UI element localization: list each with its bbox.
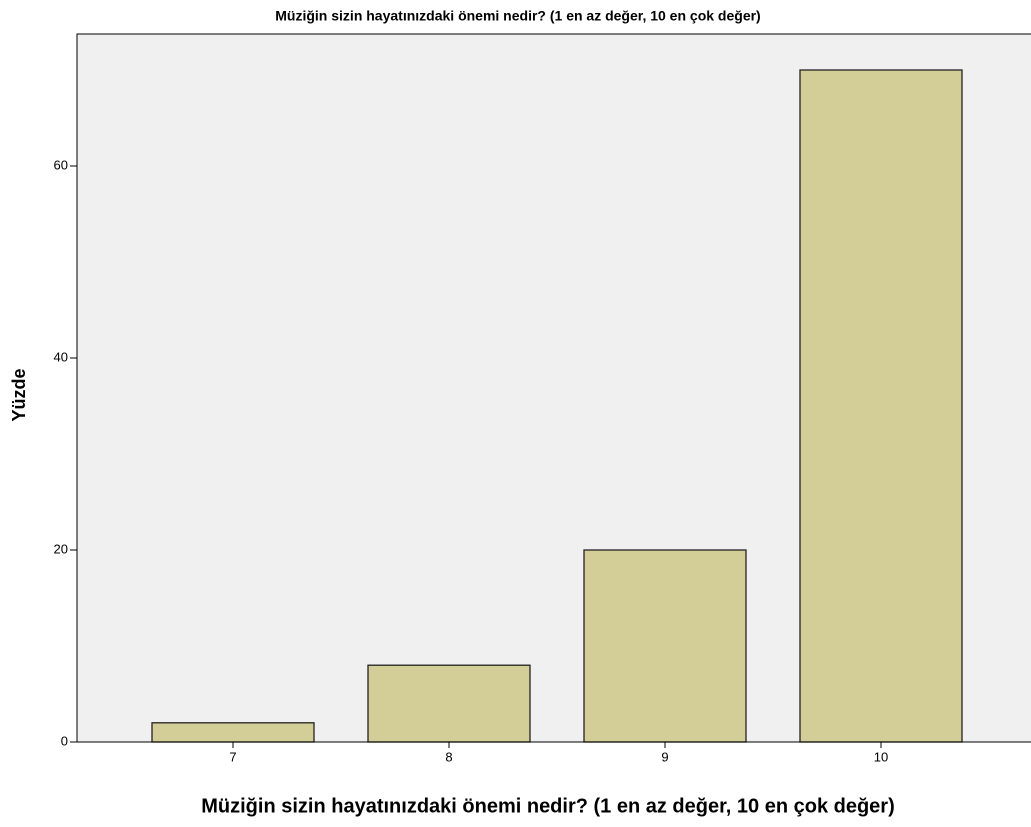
y-tick-label: 20 — [54, 541, 68, 556]
y-tick-label: 60 — [54, 157, 68, 172]
x-tick-label: 10 — [874, 749, 888, 764]
bar — [151, 722, 315, 743]
x-tick-label: 7 — [229, 749, 236, 764]
bar — [367, 664, 531, 743]
chart-title: Müziğin sizin hayatınızdaki önemi nedir?… — [275, 8, 760, 24]
y-tick-label: 0 — [61, 733, 68, 748]
bar — [583, 549, 747, 743]
y-axis-label: Yüzde — [9, 368, 29, 421]
x-axis-label: Müziğin sizin hayatınızdaki önemi nedir?… — [201, 795, 895, 817]
y-tick-label: 40 — [54, 349, 68, 364]
bar — [799, 69, 963, 743]
x-tick-label: 9 — [661, 749, 668, 764]
x-tick-label: 8 — [445, 749, 452, 764]
